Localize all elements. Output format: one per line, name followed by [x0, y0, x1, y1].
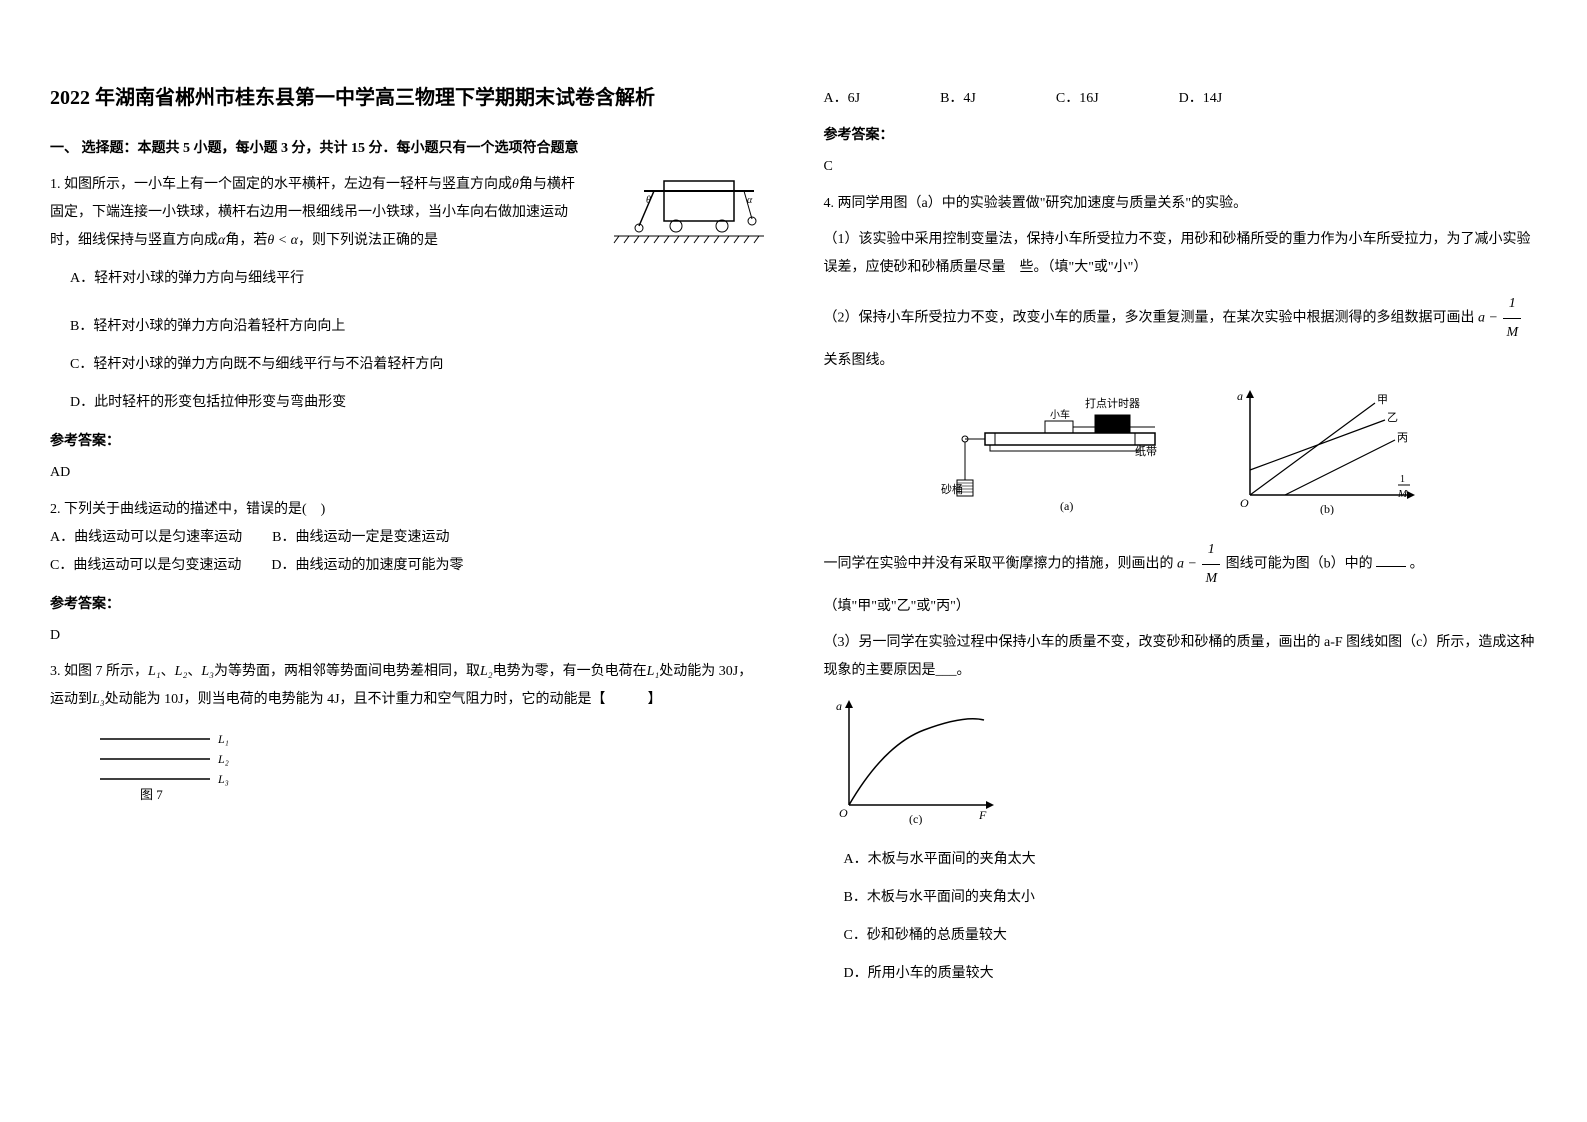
question-3: 3. 如图 7 所示，L₁、L₂、L₃为等势面，两相邻等势面间电势差相同，取L₂… [50, 658, 764, 714]
q3-text-2: 为等势面，两相邻等势面间电势差相同，取 [214, 664, 480, 679]
svg-text:L₁: L₁ [217, 732, 229, 746]
question-1: 1. 如图所示，一小车上有一个固定的水平横杆，左边有一轻杆与竖直方向成θ角与横杆… [50, 171, 764, 417]
formula-a-1M-2: a − 1M [1177, 536, 1222, 593]
sep1: 、 [161, 664, 175, 679]
q3-options: A．6J B．4J C．16J D．14J [824, 86, 1538, 111]
q4-option-a: A．木板与水平面间的夹角太大 [844, 846, 1538, 874]
q4-p3a: 一同学在实验中并没有采取平衡摩擦力的措施，则画出的 [824, 556, 1174, 571]
figure-b: a O 甲 乙 丙 1 M (b) [1225, 385, 1425, 526]
q3-text-3: 电势为零，有一负电荷在 [493, 664, 647, 679]
svg-text:乙: 乙 [1387, 411, 1398, 424]
q3-text-5: 处动能为 10J，则当电荷的电势能为 4J，且不计重力和空气阻力时，它的动能是【… [105, 692, 662, 707]
left-column: 2022 年湖南省郴州市桂东县第一中学高三物理下学期期末试卷含解析 一、 选择题… [0, 0, 794, 1122]
question-2: 2. 下列关于曲线运动的描述中，错误的是( ) A．曲线运动可以是匀速率运动 B… [50, 496, 764, 580]
q4-option-b: B．木板与水平面间的夹角太小 [844, 884, 1538, 912]
q4-part2: （2）保持小车所受拉力不变，改变小车的质量，多次重复测量，在某次实验中根据测得的… [824, 290, 1538, 375]
answer-1: AD [50, 460, 764, 485]
q3-figure: L₁ L₂ L₃ 图 7 [90, 724, 764, 813]
q4-p2a: （2）保持小车所受拉力不变，改变小车的质量，多次重复测量，在某次实验中根据测得的… [824, 310, 1475, 325]
svg-text:a: a [836, 699, 842, 713]
figure-c: a O F (c) [824, 695, 1538, 836]
L2: L₂ [175, 664, 188, 679]
L2b: L₂ [480, 664, 493, 679]
svg-text:甲: 甲 [1377, 394, 1388, 406]
q2-option-b: B．曲线运动一定是变速运动 [272, 524, 449, 552]
q1-text-4: ，则下列说法正确的是 [298, 233, 438, 248]
q3-option-c: C．16J [1056, 86, 1099, 111]
q3-option-a: A．6J [824, 86, 861, 111]
svg-text:a: a [1237, 389, 1243, 403]
L1b: L₁ [647, 664, 660, 679]
fig7-label: 图 7 [140, 787, 163, 802]
section-1-label: 一、 选择题：本题共 5 小题，每小题 3 分，共计 15 分．每小题只有一个选… [50, 136, 764, 161]
q1-option-b: B．轻杆对小球的弹力方向沿着轻杆方向向上 [70, 313, 764, 341]
svg-text:α: α [747, 195, 753, 206]
svg-text:砂桶: 砂桶 [941, 482, 963, 496]
q4-option-d: D．所用小车的质量较大 [844, 960, 1538, 988]
blank-1 [1376, 553, 1406, 567]
theta-symbol: θ [512, 177, 519, 192]
sep2: 、 [187, 664, 201, 679]
q4-part3: 一同学在实验中并没有采取平衡摩擦力的措施，则画出的 a − 1M 图线可能为图（… [824, 536, 1538, 621]
svg-text:1: 1 [1400, 474, 1405, 485]
answer-3: C [824, 154, 1538, 179]
svg-text:O: O [1240, 496, 1249, 510]
q1-figure: θ α [604, 171, 764, 262]
figure-a: 打点计时器 小车 纸带 砂桶 (a) [935, 385, 1185, 526]
q1-option-a: A．轻杆对小球的弹力方向与细线平行 [70, 265, 584, 293]
q4-option-c: C．砂和砂桶的总质量较大 [844, 922, 1538, 950]
svg-text:(b): (b) [1320, 502, 1334, 515]
svg-text:O: O [839, 806, 848, 820]
q3-text-1: 3. 如图 7 所示， [50, 664, 148, 679]
q4-stem: 4. 两同学用图（a）中的实验装置做"研究加速度与质量关系"的实验。 [824, 190, 1538, 218]
q4-part4: （3）另一同学在实验过程中保持小车的质量不变，改变砂和砂桶的质量，画出的 a-F… [824, 629, 1538, 685]
q4-p3b: 图线可能为图（b）中的 [1226, 556, 1373, 571]
L3b: L₃ [92, 692, 105, 707]
svg-text:θ: θ [646, 195, 651, 206]
svg-text:打点计时器: 打点计时器 [1085, 396, 1140, 410]
svg-text:F: F [978, 808, 987, 822]
q1-option-c: C．轻杆对小球的弹力方向既不与细线平行与不沿着轻杆方向 [70, 351, 764, 379]
q3-option-d: D．14J [1179, 86, 1223, 111]
answer-2: D [50, 623, 764, 648]
q1-option-d: D．此时轻杆的形变包括拉伸形变与弯曲形变 [70, 389, 764, 417]
q4-part1: （1）该实验中采用控制变量法，保持小车所受拉力不变，用砂和砂桶所受的重力作为小车… [824, 226, 1538, 282]
question-4: 4. 两同学用图（a）中的实验装置做"研究加速度与质量关系"的实验。 （1）该实… [824, 190, 1538, 988]
svg-text:L₃: L₃ [217, 772, 229, 786]
L1: L₁ [148, 664, 161, 679]
q3-option-b: B．4J [940, 86, 976, 111]
svg-text:丙: 丙 [1397, 432, 1408, 444]
q4-figures-ab: 打点计时器 小车 纸带 砂桶 (a) [824, 385, 1538, 526]
q1-text-3: 角，若 [225, 233, 267, 248]
q2-option-c: C．曲线运动可以是匀变速运动 [50, 552, 241, 580]
q2-option-a: A．曲线运动可以是匀速率运动 [50, 524, 242, 552]
inequality: θ < α [267, 233, 298, 248]
q1-stem: 1. 如图所示，一小车上有一个固定的水平横杆，左边有一轻杆与竖直方向成θ角与横杆… [50, 171, 584, 303]
q2-option-d: D．曲线运动的加速度可能为零 [271, 552, 463, 580]
answer-label-1: 参考答案： [50, 429, 764, 454]
right-column: A．6J B．4J C．16J D．14J 参考答案： C 4. 两同学用图（a… [794, 0, 1587, 1122]
exam-title: 2022 年湖南省郴州市桂东县第一中学高三物理下学期期末试卷含解析 [50, 80, 764, 116]
svg-text:(c): (c) [909, 812, 922, 825]
svg-text:L₂: L₂ [217, 752, 229, 766]
q2-stem: 2. 下列关于曲线运动的描述中，错误的是( ) [50, 496, 764, 524]
svg-text:小车: 小车 [1050, 408, 1070, 421]
answer-label-2: 参考答案： [50, 592, 764, 617]
answer-label-3: 参考答案： [824, 123, 1538, 148]
svg-text:M: M [1397, 488, 1408, 500]
formula-a-1M: a − 1M [1478, 290, 1523, 347]
svg-text:(a): (a) [1060, 499, 1073, 513]
q4-p2b: 关系图线。 [824, 353, 894, 368]
L3: L₃ [201, 664, 214, 679]
q1-text-1: 1. 如图所示，一小车上有一个固定的水平横杆，左边有一轻杆与竖直方向成 [50, 177, 512, 192]
